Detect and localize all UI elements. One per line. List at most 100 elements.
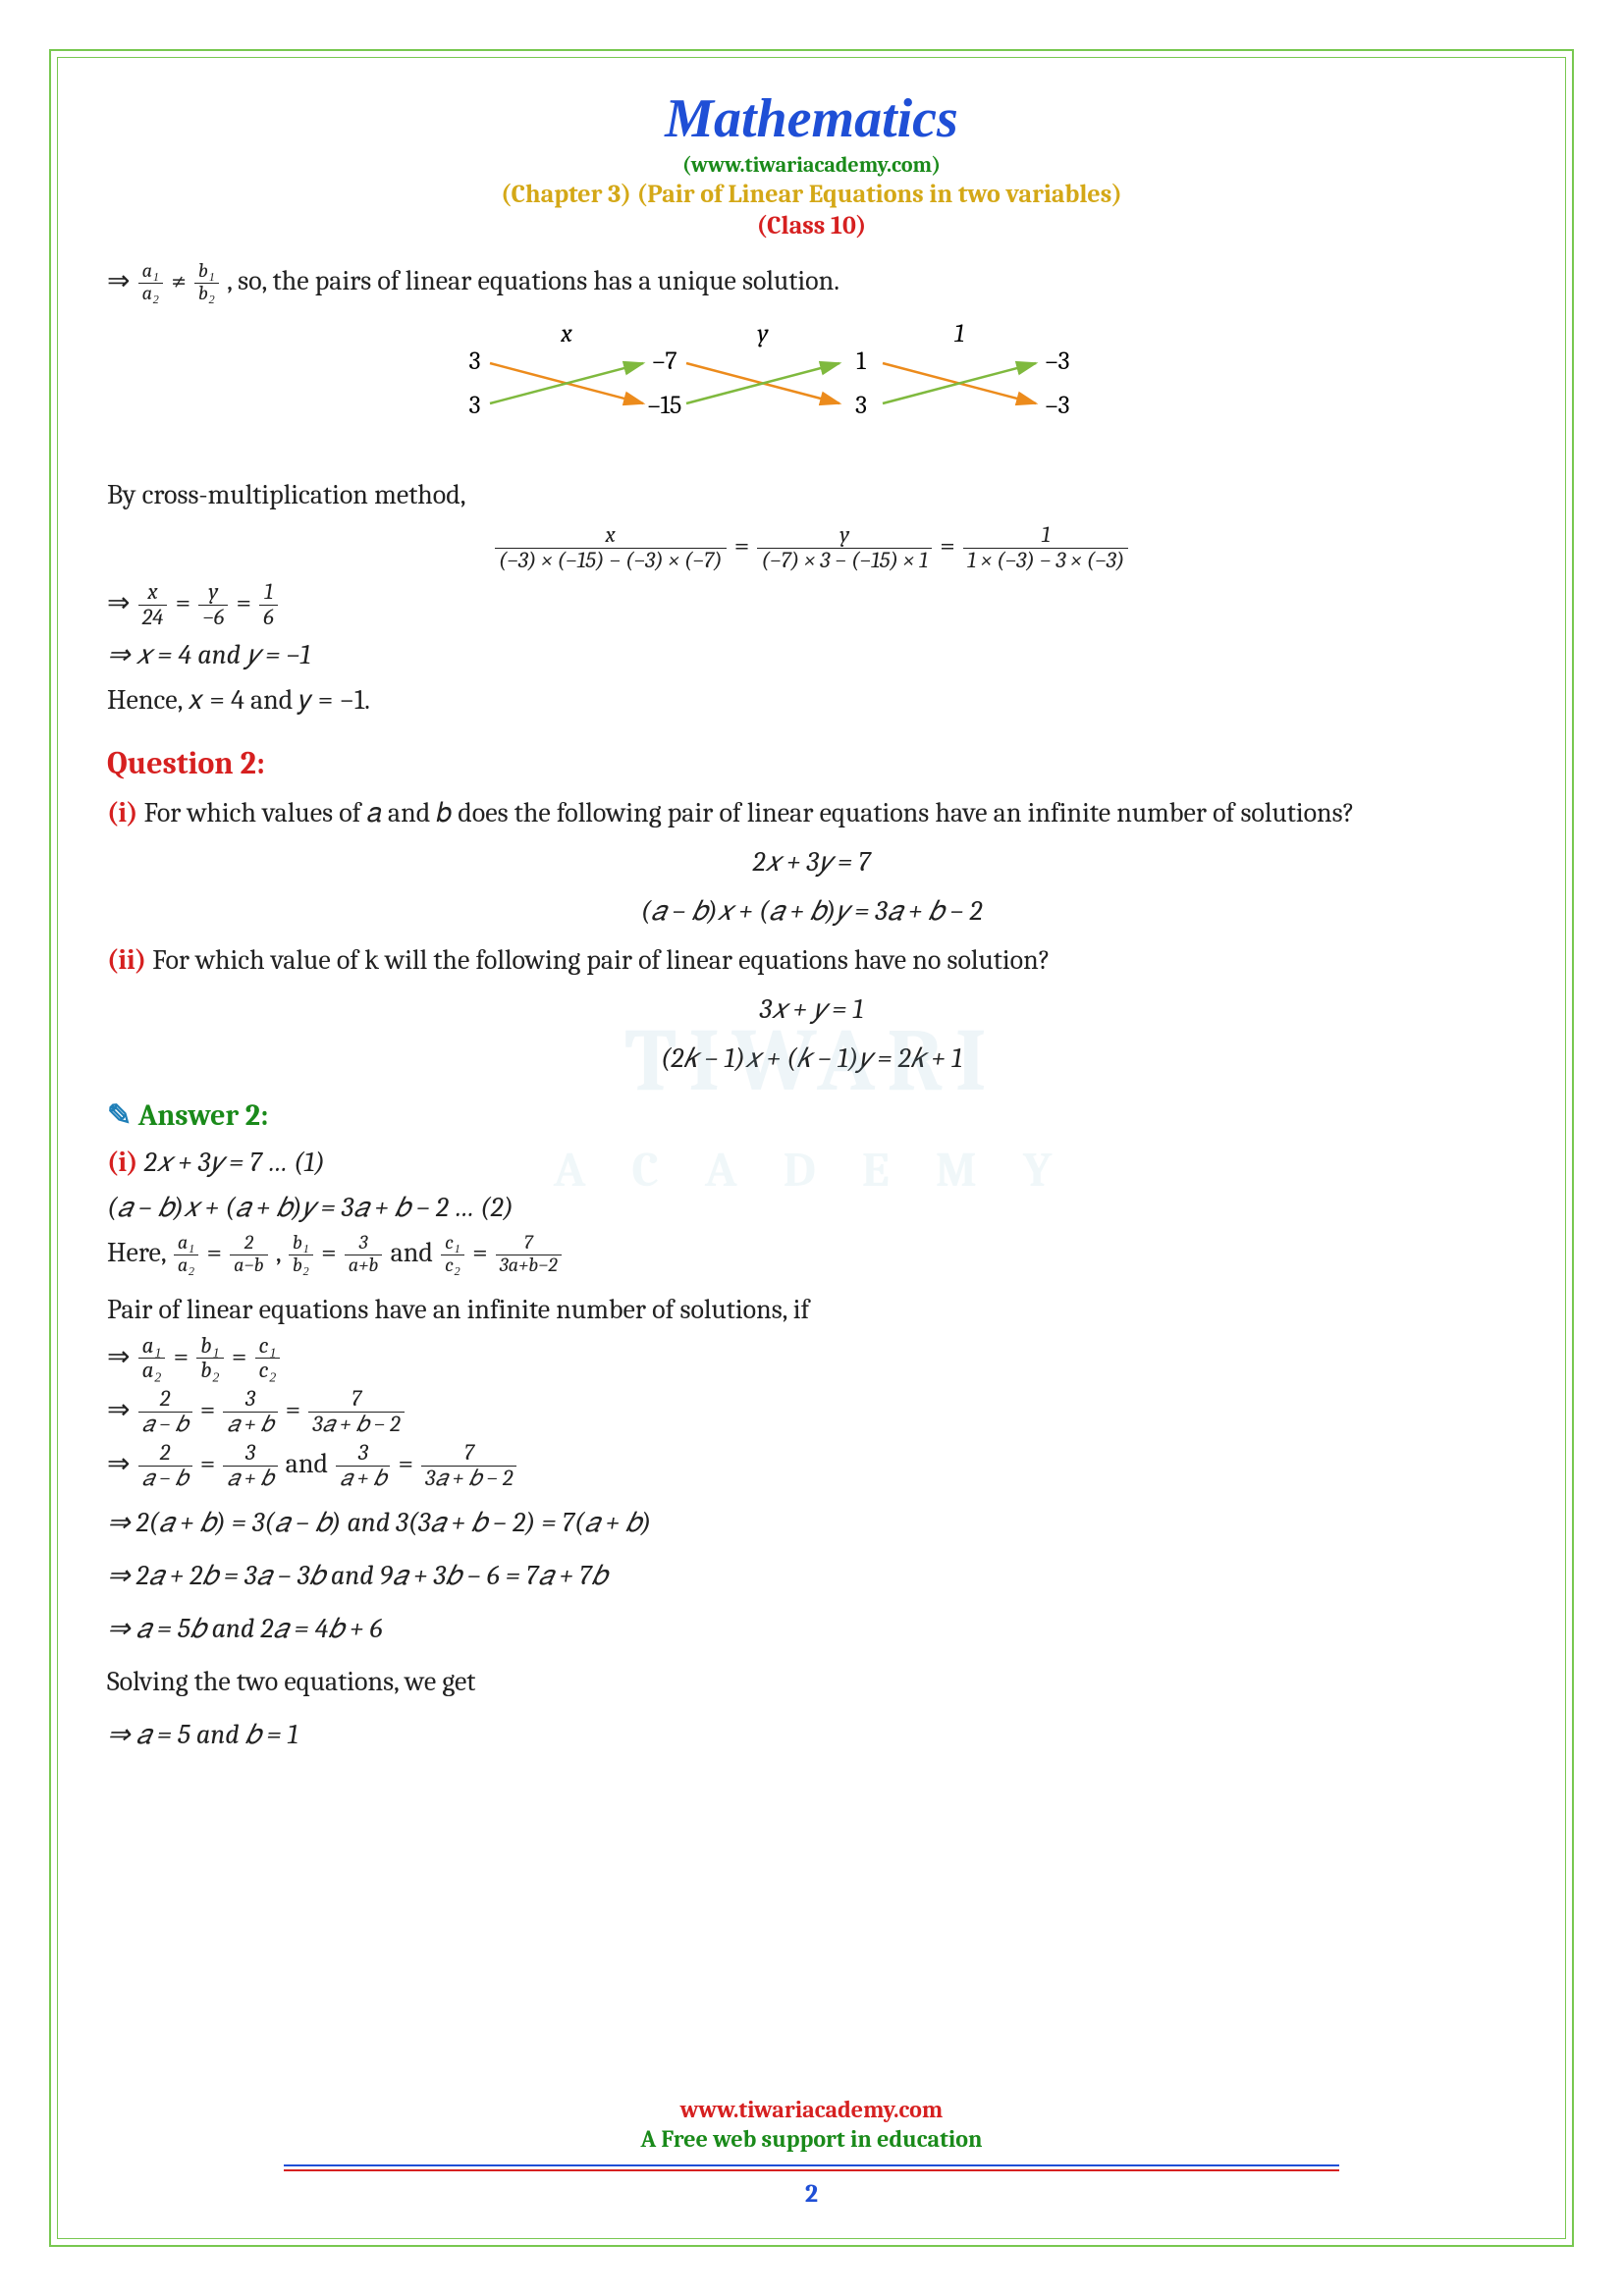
ans2-s6: ⇒ 𝑎 = 5𝑏 and 2𝑎 = 4𝑏 + 6 (107, 1608, 1516, 1649)
step2-line: ⇒ x 24 = y −6 = 1 6 (107, 580, 1516, 630)
frac-a1a2: a₁ a₂ (138, 261, 163, 305)
ans2-l1: (i) 2𝑥 + 3𝑦 = 7 … (1) (107, 1142, 1516, 1183)
svg-text:–7: –7 (652, 347, 676, 376)
svg-text:–3: –3 (1045, 391, 1069, 420)
cross-frac-x: x (−3) × (−15) − (−3) × (−7) (495, 523, 727, 573)
part-i-text: For which values of 𝑎 and 𝑏 does the fol… (144, 797, 1355, 828)
frac: 3𝑎 + 𝑏 (223, 1387, 277, 1437)
cross-equation: x (−3) × (−15) − (−3) × (−7) = y (−7) × … (107, 523, 1516, 573)
eq-sign: = (176, 587, 197, 618)
ans2-i-label: (i) (107, 1147, 137, 1178)
frac-c1c2: c₁c₂ (441, 1233, 464, 1277)
answer-2-heading: ✎ Answer 2: (107, 1094, 1516, 1138)
footer: www.tiwariacademy.com A Free web support… (58, 2096, 1565, 2209)
frac-7-3ab2: 73a+b−2 (496, 1233, 562, 1277)
footer-tagline: A Free web support in education (58, 2125, 1565, 2153)
arrow-prefix: ⇒ (107, 1340, 136, 1371)
and-label: and (391, 1237, 440, 1268)
ans2-here-line: Here, a₁a₂ = 2a−b , b₁b₂ = 3a+b and c₁c₂… (107, 1232, 1516, 1277)
ans2-s5: ⇒ 2𝑎 + 2𝑏 = 3𝑎 − 3𝑏 and 9𝑎 + 3𝑏 − 6 = 7𝑎… (107, 1555, 1516, 1596)
ans2-l1-text: 2𝑥 + 3𝑦 = 7 … (1) (144, 1147, 325, 1178)
answer-2-label: Answer 2: (138, 1098, 269, 1133)
frac: 3𝑎 + 𝑏 (336, 1441, 390, 1491)
footer-divider (284, 2164, 1339, 2171)
svg-text:y: y (757, 320, 769, 348)
frac: a₁a₂ (138, 1334, 166, 1384)
svg-text:x: x (560, 320, 572, 348)
chapter-title: (Chapter 3) (Pair of Linear Equations in… (107, 180, 1516, 209)
arrow-prefix: ⇒ (107, 265, 136, 296)
frac-a1a2: a₁a₂ (174, 1233, 198, 1277)
header: Mathematics (www.tiwariacademy.com) (Cha… (107, 87, 1516, 240)
svg-text:3: 3 (855, 391, 867, 420)
site-link: (www.tiwariacademy.com) (107, 152, 1516, 178)
frac-2ab: 2a−b (230, 1233, 267, 1277)
eq-sign: = (237, 587, 258, 618)
arrow-prefix: ⇒ (107, 587, 136, 618)
q2-part-i: (i) For which values of 𝑎 and 𝑏 does the… (107, 792, 1516, 833)
cross-diagram: x y 1 –3 –3 –7 –15 1 3 –3 –3 (107, 320, 1516, 450)
arrow-prefix: ⇒ (107, 1394, 136, 1425)
ans2-s2: ⇒ 2𝑎 − 𝑏 = 3𝑎 + 𝑏 = 73𝑎 + 𝑏 − 2 (107, 1387, 1516, 1437)
frac-16: 1 6 (259, 580, 278, 630)
ans2-l2: (𝑎 − 𝑏)𝑥 + (𝑎 + 𝑏)𝑦 = 3𝑎 + 𝑏 − 2 … (2) (107, 1187, 1516, 1228)
q2-eq-ii-1: 3𝑥 + 𝑦 = 1 (107, 988, 1516, 1030)
ans2-s7: Solving the two equations, we get (107, 1661, 1516, 1702)
border-inner: TIWARI A C A D E M Y Mathematics (www.ti… (57, 57, 1566, 2239)
eq-sign: = (940, 530, 961, 561)
question-2-heading: Question 2: (107, 740, 1516, 787)
page-number: 2 (58, 2179, 1565, 2209)
svg-text:1: 1 (856, 347, 866, 376)
unique-solution-line: ⇒ a₁ a₂ ≠ b₁ b₂ , so, the pairs of linea… (107, 260, 1516, 305)
class-label: (Class 10) (107, 211, 1516, 240)
content-body: ⇒ a₁ a₂ ≠ b₁ b₂ , so, the pairs of linea… (107, 260, 1516, 1755)
page-title: Mathematics (107, 87, 1516, 150)
svg-text:–3: –3 (468, 391, 481, 420)
and-label: and (286, 1448, 335, 1479)
cross-diagram-svg: x y 1 –3 –3 –7 –15 1 3 –3 –3 (468, 320, 1156, 438)
frac-x24: x 24 (138, 580, 168, 630)
step4-line: Hence, 𝑥 = 4 and 𝑦 = −1. (107, 679, 1516, 721)
here-label: Here, (107, 1237, 172, 1268)
part-ii-text: For which value of k will the following … (152, 944, 1050, 976)
unique-text: , so, the pairs of linear equations has … (227, 265, 839, 296)
part-ii-label: (ii) (107, 944, 146, 976)
page: TIWARI A C A D E M Y Mathematics (www.ti… (0, 0, 1623, 2296)
frac-b1b2: b₁b₂ (289, 1233, 313, 1277)
arrow-prefix: ⇒ (107, 1448, 136, 1479)
by-cross-label: By cross-multiplication method, (107, 474, 1516, 515)
q2-eq-ii-2: (2𝑘 − 1)𝑥 + (𝑘 − 1)𝑦 = 2𝑘 + 1 (107, 1038, 1516, 1079)
svg-text:–15: –15 (647, 391, 681, 420)
q2-eq-i-2: (𝑎 − 𝑏)𝑥 + (𝑎 + 𝑏)𝑦 = 3𝑎 + 𝑏 − 2 (107, 890, 1516, 932)
comma: , (276, 1237, 287, 1268)
frac: 73𝑎 + 𝑏 − 2 (421, 1441, 516, 1491)
footer-link: www.tiwariacademy.com (58, 2096, 1565, 2123)
q2-part-ii: (ii) For which value of k will the follo… (107, 939, 1516, 981)
eq-sign: = (734, 530, 756, 561)
eq-sign: = (206, 1237, 228, 1268)
eq-sign: = (321, 1237, 343, 1268)
svg-text:–3: –3 (468, 347, 481, 376)
part-i-label: (i) (107, 797, 137, 828)
frac: b₁b₂ (196, 1334, 223, 1384)
cross-frac-y: y (−7) × 3 − (−15) × 1 (757, 523, 932, 573)
border-outer: TIWARI A C A D E M Y Mathematics (www.ti… (49, 49, 1574, 2247)
answer-icon: ✎ (107, 1098, 132, 1133)
frac: c₁c₂ (255, 1334, 281, 1384)
svg-text:1: 1 (953, 320, 963, 348)
frac: 3𝑎 + 𝑏 (223, 1441, 277, 1491)
frac: 2𝑎 − 𝑏 (138, 1441, 192, 1491)
neq-symbol: ≠ (171, 265, 192, 296)
frac-y-6: y −6 (198, 580, 228, 630)
eq-sign: = (472, 1237, 494, 1268)
frac: 2𝑎 − 𝑏 (138, 1387, 192, 1437)
q2-eq-i-1: 2𝑥 + 3𝑦 = 7 (107, 841, 1516, 882)
ans2-s8: ⇒ 𝑎 = 5 and 𝑏 = 1 (107, 1714, 1516, 1755)
ans2-condition: Pair of linear equations have an infinit… (107, 1289, 1516, 1330)
frac-b1b2: b₁ b₂ (194, 261, 219, 305)
ans2-s3: ⇒ 2𝑎 − 𝑏 = 3𝑎 + 𝑏 and 3𝑎 + 𝑏 = 73𝑎 + 𝑏 −… (107, 1441, 1516, 1491)
svg-text:–3: –3 (1045, 347, 1069, 376)
step3-line: ⇒ 𝑥 = 4 and 𝑦 = −1 (107, 634, 1516, 675)
frac-3ab: 3a+b (345, 1233, 383, 1277)
ans2-s4: ⇒ 2(𝑎 + 𝑏) = 3(𝑎 − 𝑏) and 3(3𝑎 + 𝑏 − 2) … (107, 1502, 1516, 1543)
